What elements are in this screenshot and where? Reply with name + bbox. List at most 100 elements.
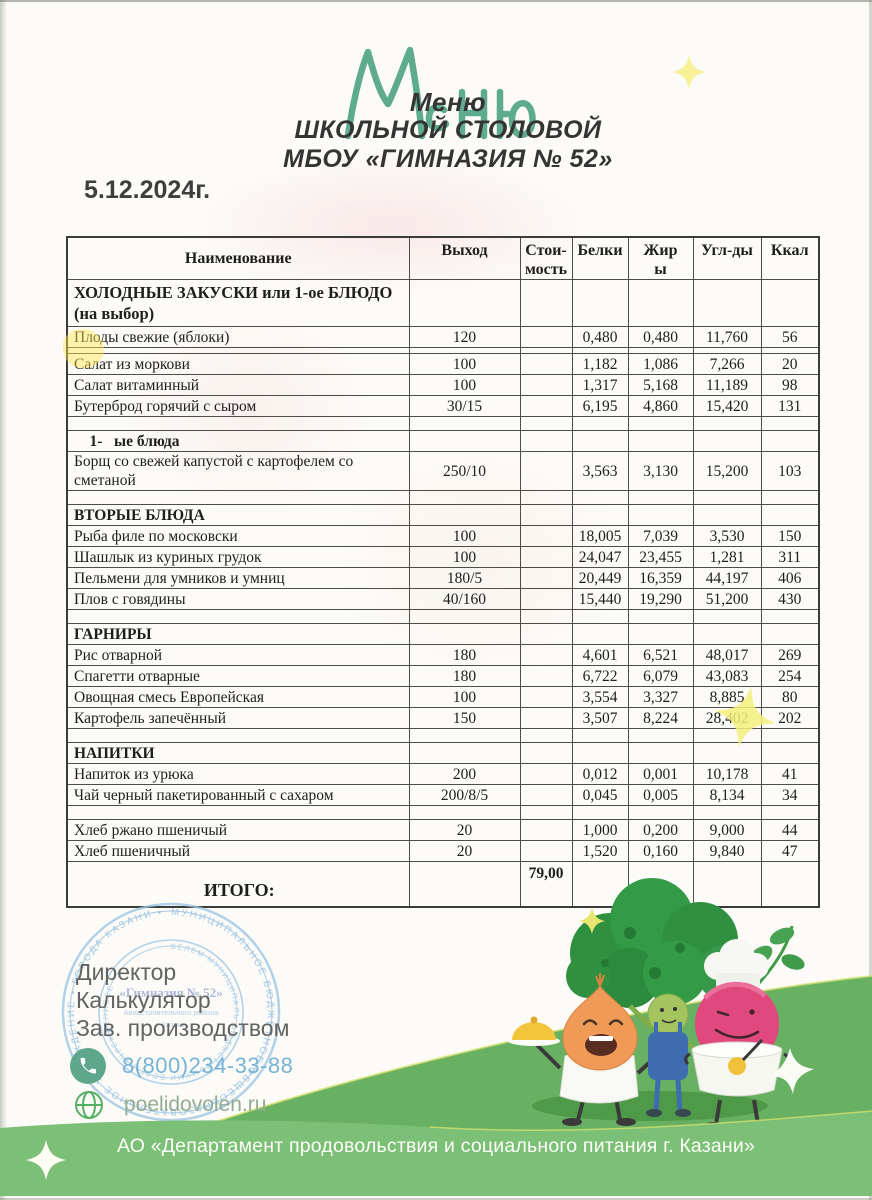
section-row: ХОЛОДНЫЕ ЗАКУСКИ или 1-ое БЛЮДО (на выбо… <box>66 279 820 327</box>
value-cell <box>627 623 694 645</box>
empty-row <box>66 805 820 820</box>
value-cell: 0,001 <box>627 763 694 785</box>
star-splat <box>768 1048 814 1094</box>
dish-name-cell: Спагетти отварные <box>66 665 410 687</box>
value-cell: 0,480 <box>627 326 694 348</box>
total-row: ИТОГО: 79,00 <box>66 861 820 908</box>
value-cell <box>519 374 573 396</box>
value-cell <box>519 644 573 666</box>
value-cell <box>571 742 629 764</box>
empty-row <box>66 609 820 624</box>
value-cell <box>692 805 762 820</box>
value-cell: 20 <box>760 353 820 375</box>
beet-chef-character <box>683 939 791 1130</box>
vegetable-characters-illustration <box>214 878 872 1130</box>
value-cell: 0,045 <box>571 784 629 806</box>
value-cell <box>627 609 694 624</box>
value-cell: 41 <box>760 763 820 785</box>
globe-icon <box>75 1091 103 1119</box>
value-cell <box>760 416 820 431</box>
phone-number: 8(800)234-33-88 <box>122 1053 294 1078</box>
value-cell: 16,359 <box>627 567 694 589</box>
value-cell <box>627 504 694 526</box>
menu-item-row: Пельмени для умников и умниц 180/5 20,449 1… <box>66 567 820 589</box>
value-cell <box>408 728 521 743</box>
value-cell: 7,266 <box>692 353 762 375</box>
dish-name-cell: Бутерброд горячий с сыром <box>66 395 410 417</box>
scan-edge <box>0 0 7 1200</box>
value-cell: 11,760 <box>692 326 762 348</box>
value-cell <box>692 279 762 327</box>
dish-name-cell: Плоды свежие (яблоки) <box>66 326 410 348</box>
value-cell: 1,520 <box>571 840 629 862</box>
value-cell <box>519 707 573 729</box>
value-cell <box>519 567 573 589</box>
sparkle-icon <box>672 55 706 89</box>
value-cell: 56 <box>760 326 820 348</box>
value-cell <box>627 805 694 820</box>
value-cell: 98 <box>760 374 820 396</box>
role-production-manager: Зав. производством <box>76 1015 290 1041</box>
value-cell: 180 <box>408 644 521 666</box>
value-cell <box>760 279 820 327</box>
value-cell <box>692 504 762 526</box>
value-cell <box>692 416 762 431</box>
value-cell: 100 <box>408 546 521 568</box>
value-cell: 24,047 <box>571 546 629 568</box>
value-cell: 6,722 <box>571 665 629 687</box>
dish-name-cell: Борщ со свежей капустой с картофелем со … <box>66 451 410 491</box>
dish-name-cell <box>66 609 410 624</box>
value-cell <box>571 430 629 452</box>
menu-item-row: Напиток из урюка 200 0,012 0,001 10,178 41 <box>66 763 820 785</box>
menu-item-row: Плоды свежие (яблоки) 120 0,480 0,480 11,760… <box>66 326 820 348</box>
title-school-canteen: ШКОЛЬНОЙ СТОЛОВОЙ <box>294 116 602 144</box>
value-cell: 200 <box>408 763 521 785</box>
value-cell: 0,480 <box>571 326 629 348</box>
value-cell <box>519 353 573 375</box>
value-cell: 1,281 <box>692 546 762 568</box>
value-cell: 131 <box>760 395 820 417</box>
scan-edge <box>869 0 872 1200</box>
sparkle-icon <box>579 908 605 934</box>
value-cell <box>627 742 694 764</box>
value-cell: 47 <box>760 840 820 862</box>
value-cell <box>519 504 573 526</box>
website-url: poelidovolen.ru <box>124 1093 267 1116</box>
value-cell <box>519 395 573 417</box>
value-cell <box>408 742 521 764</box>
value-cell: 180/5 <box>408 567 521 589</box>
value-cell: 34 <box>760 784 820 806</box>
value-cell <box>571 623 629 645</box>
value-cell: 100 <box>408 686 521 708</box>
value-cell <box>519 279 573 327</box>
dish-name-cell: Салат витаминный <box>66 374 410 396</box>
menu-item-row: Рис отварной 180 4,601 6,521 48,017 269 <box>66 644 820 666</box>
value-cell <box>627 490 694 505</box>
value-cell <box>519 430 573 452</box>
value-cell <box>408 504 521 526</box>
value-cell: 100 <box>408 374 521 396</box>
value-cell <box>519 326 573 348</box>
value-cell: 200/8/5 <box>408 784 521 806</box>
value-cell <box>760 742 820 764</box>
value-cell <box>760 728 820 743</box>
value-cell <box>408 490 521 505</box>
menu-item-row: Бутерброд горячий с сыром 30/15 6,195 4,860… <box>66 395 820 417</box>
value-cell <box>519 525 573 547</box>
value-cell: 51,200 <box>692 588 762 610</box>
value-cell <box>760 623 820 645</box>
value-cell <box>692 623 762 645</box>
value-cell <box>571 609 629 624</box>
value-cell: 23,455 <box>627 546 694 568</box>
menu-item-row: Рыба филе по московски 100 18,005 7,039 3,53… <box>66 525 820 547</box>
value-cell: 6,195 <box>571 395 629 417</box>
value-cell <box>408 861 521 908</box>
section-row: НАПИТКИ <box>66 742 820 764</box>
value-cell: 100 <box>408 353 521 375</box>
menu-table-body: ХОЛОДНЫЕ ЗАКУСКИ или 1-ое БЛЮДО (на выбо… <box>66 279 820 908</box>
value-cell <box>571 728 629 743</box>
phone-icon <box>70 1048 106 1084</box>
value-cell <box>571 490 629 505</box>
value-cell: 3,130 <box>627 451 694 491</box>
